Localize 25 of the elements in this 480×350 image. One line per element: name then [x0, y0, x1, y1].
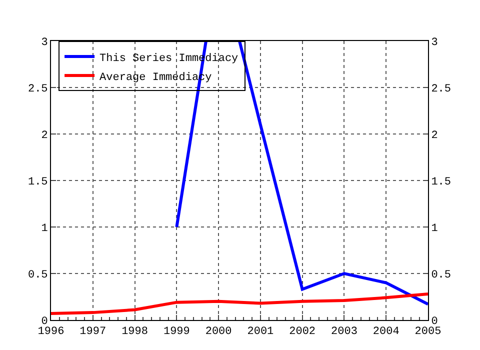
line-series: [51, 292, 428, 315]
y2-tick-label: 0.5: [431, 269, 452, 282]
y-tick-label: 3: [41, 36, 48, 49]
x-tick-label: 2001: [247, 326, 274, 338]
x-tick-label: 1997: [80, 326, 106, 338]
x-tick-label: 2004: [372, 326, 400, 338]
x-tick-label: 2002: [289, 326, 316, 338]
x-tick-label: 1998: [122, 326, 148, 338]
y2-tick-label: 0: [431, 316, 438, 328]
y2-tick-label: 3: [431, 36, 438, 49]
x-tick-label: 2000: [205, 326, 232, 338]
x-tick-label: 2005: [414, 326, 442, 338]
y-tick-label: 1: [41, 222, 48, 235]
y-tick-label: 1.5: [28, 176, 48, 188]
y-tick-label: 0: [41, 316, 48, 328]
x-tick-label: 2003: [331, 326, 358, 338]
y-tick-label: 0.5: [28, 269, 48, 282]
y2-tick-label: 2: [431, 130, 438, 142]
y2-tick-label: 2.5: [431, 83, 452, 96]
x-tick-label: 1999: [163, 326, 190, 338]
y-tick-label: 2.5: [28, 83, 48, 96]
y-tick-label: 2: [41, 130, 48, 142]
x-tick-label: 1996: [38, 326, 64, 338]
y2-tick-label: 1: [431, 222, 438, 235]
y2-tick-label: 1.5: [431, 176, 452, 188]
